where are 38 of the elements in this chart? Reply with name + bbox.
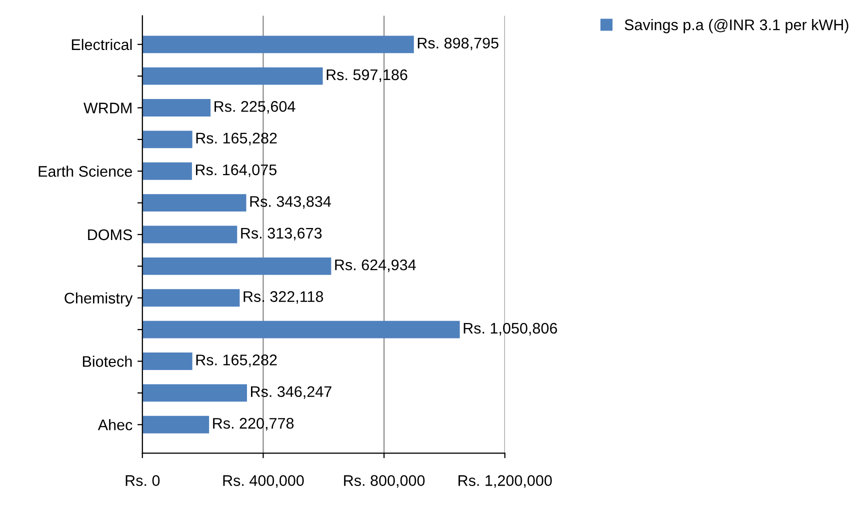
- y-tick-label: DOMS: [88, 229, 132, 240]
- data-label: Rs. 322,118: [244, 291, 324, 304]
- y-tick-label: Ahec: [98, 419, 132, 430]
- x-tick-label: Rs. 400,000: [223, 475, 304, 488]
- bar: [142, 416, 210, 434]
- bar: [142, 257, 332, 275]
- y-tick-label: Earth Science: [38, 166, 132, 177]
- legend-label: Savings p.a (@INR 3.1 per kWH): [624, 19, 848, 34]
- data-label: Rs. 165,282: [196, 132, 277, 146]
- bar: [142, 352, 192, 370]
- data-label: Rs. 1,050,806: [464, 322, 558, 336]
- y-tick-label: WRDM: [84, 102, 132, 114]
- data-label: Rs. 164,075: [196, 164, 276, 178]
- bar: [142, 99, 211, 116]
- data-label: Rs. 624,934: [335, 259, 416, 272]
- data-label: Rs. 343,834: [250, 196, 331, 209]
- bar: [142, 67, 323, 85]
- y-tick-label: Biotech: [82, 356, 132, 367]
- data-label: Rs. 313,673: [241, 228, 322, 240]
- bar: [142, 162, 192, 180]
- x-tick-label: Rs. 1,200,000: [458, 475, 552, 488]
- data-label: Rs. 165,282: [196, 354, 277, 368]
- bar: [142, 130, 192, 148]
- x-tick-label: Rs. 800,000: [344, 475, 425, 488]
- bar: [142, 194, 246, 212]
- data-label: Rs. 225,604: [214, 101, 296, 114]
- y-tick-label: Electrical: [72, 38, 132, 50]
- data-label: Rs. 898,795: [418, 38, 498, 50]
- x-tick-label: Rs. 0: [126, 475, 160, 486]
- data-label: Rs. 597,186: [326, 69, 408, 82]
- bar: [142, 226, 238, 244]
- bar: [142, 36, 414, 54]
- y-tick-label: Chemistry: [64, 292, 133, 307]
- bar: [142, 320, 460, 338]
- bar: [142, 289, 240, 307]
- bar: [142, 384, 247, 402]
- data-label: Rs. 220,778: [213, 418, 294, 431]
- data-label: Rs. 346,247: [251, 386, 332, 399]
